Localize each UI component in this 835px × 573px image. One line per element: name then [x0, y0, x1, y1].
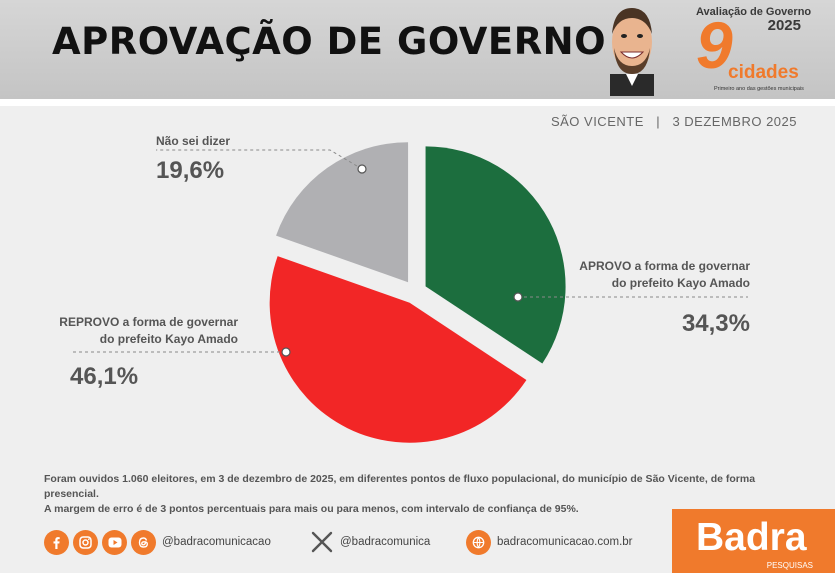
header-bar [0, 0, 835, 99]
facebook-icon[interactable] [44, 529, 69, 555]
survey-city: SÃO VICENTE [550, 114, 644, 129]
brand-kicker: Avaliação de Governo [696, 6, 812, 18]
methodology-note: Foram ouvidos 1.060 eleitores, em 3 de d… [44, 472, 804, 517]
website-link[interactable]: badracomunicacao.com.br [497, 536, 633, 548]
slice-value-aprovo: 34,3% [681, 310, 750, 337]
survey-subtitle: SÃO VICENTE | 3 DEZEMBRO 2025 [551, 114, 797, 129]
x-icon[interactable] [310, 530, 334, 554]
instagram-icon[interactable] [73, 529, 98, 555]
slice-label-aprovo-line2: do prefeito Kayo Amado [611, 276, 750, 290]
slice-value-nao-sei: 19,6% [156, 157, 225, 184]
brand-year: 2025 [767, 17, 801, 34]
page-title: APROVAÇÃO DE GOVERNO [52, 20, 607, 63]
threads-icon[interactable] [131, 529, 156, 555]
subtitle-separator: | [656, 114, 661, 129]
slice-label-reprovo-line2: do prefeito Kayo Amado [99, 332, 238, 346]
badra-logo: Badra PESQUISAS [672, 509, 835, 573]
mayor-caricature-icon [610, 8, 654, 96]
social-handle-1[interactable]: @badracomunicacao [162, 536, 271, 548]
slice-label-aprovo: APROVO a forma de governar do prefeito K… [560, 258, 750, 292]
header-divider [0, 99, 835, 106]
slice-nao-sei [276, 142, 409, 283]
callout-reprovo-dot [281, 347, 291, 357]
brand-word: cidades [728, 62, 799, 83]
slice-label-reprovo-line1: REPROVO a forma de governar [59, 315, 238, 329]
slice-reprovo [269, 256, 527, 443]
callout-nao-sei-line [156, 149, 363, 170]
badra-brand-name: Badra [696, 516, 807, 559]
social-group-2: @badracomunica [310, 529, 430, 555]
methodology-line-2: A margem de erro é de 3 pontos percentua… [44, 503, 579, 515]
social-group-1: @badracomunicacao [44, 529, 271, 555]
youtube-icon[interactable] [102, 529, 127, 555]
slice-value-reprovo: 46,1% [70, 363, 139, 390]
slice-label-nao-sei: Não sei dizer [156, 134, 231, 148]
brand-tagline: Primeiro ano das gestões municipais [714, 86, 804, 92]
social-handle-2[interactable]: @badracomunica [340, 536, 431, 548]
website-group: badracomunicacao.com.br [466, 529, 633, 555]
callout-nao-sei-dot [357, 164, 367, 174]
survey-date: 3 DEZEMBRO 2025 [672, 114, 797, 129]
callout-aprovo-dot [513, 292, 523, 302]
slice-aprovo [425, 146, 566, 364]
slice-label-reprovo: REPROVO a forma de governar do prefeito … [40, 314, 238, 348]
slice-label-aprovo-line1: APROVO a forma de governar [579, 259, 750, 273]
brand-logo: 9 Avaliação de Governo 2025 cidades Prim… [688, 4, 813, 96]
badra-brand-sub: PESQUISAS [766, 561, 813, 570]
website-icon[interactable] [466, 529, 491, 555]
methodology-line-1: Foram ouvidos 1.060 eleitores, em 3 de d… [44, 473, 756, 500]
brand-number: 9 [696, 8, 733, 82]
